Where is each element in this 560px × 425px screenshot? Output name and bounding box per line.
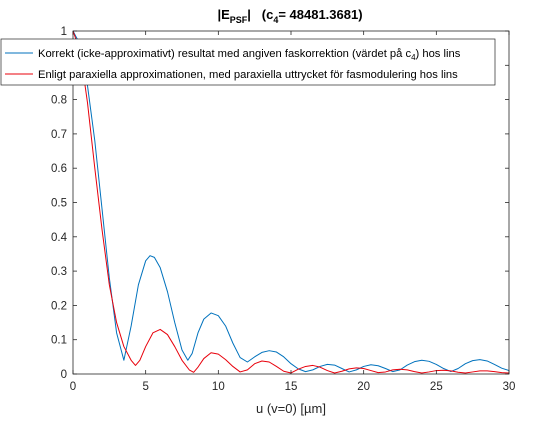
axes-box — [73, 31, 509, 374]
y-tick-label: 0.6 — [51, 163, 67, 175]
x-tick-label: 15 — [285, 381, 298, 393]
y-tick-label: 1 — [61, 26, 67, 38]
x-tick-label: 0 — [70, 381, 76, 393]
y-tick-label: 0.5 — [51, 198, 67, 210]
y-tick-label: 0.4 — [51, 232, 68, 244]
series-line-correct — [72, 30, 510, 373]
x-tick-label: 30 — [503, 381, 516, 393]
series-layer — [72, 30, 510, 374]
legend: Korrekt (icke-approximativt) resultat me… — [0, 38, 496, 86]
y-tick-label: 0.3 — [51, 266, 67, 278]
y-tick-label: 0.8 — [51, 95, 67, 107]
y-tick-label: 0.7 — [51, 129, 67, 141]
chart-title: |EPSF| (c4= 48481.3681) — [217, 7, 362, 25]
y-tick-label: 0 — [61, 369, 67, 381]
x-axis-label: u (v=0) [µm] — [256, 401, 326, 416]
x-tick-label: 25 — [430, 381, 443, 393]
x-tick-label: 20 — [357, 381, 370, 393]
x-axis-ticks: 0 5 10 15 20 25 30 — [70, 31, 516, 393]
legend-entry-paraxial: Enligt paraxiella approximationen, med p… — [38, 69, 458, 81]
series-line-paraxial — [72, 30, 510, 374]
legend-entry-correct: Korrekt (icke-approximativt) resultat me… — [38, 48, 461, 62]
y-tick-label: 0.2 — [51, 300, 67, 312]
y-tick-label: 0.1 — [51, 335, 67, 347]
x-tick-label: 10 — [212, 381, 225, 393]
legend-box — [0, 38, 496, 86]
x-tick-label: 5 — [142, 381, 148, 393]
